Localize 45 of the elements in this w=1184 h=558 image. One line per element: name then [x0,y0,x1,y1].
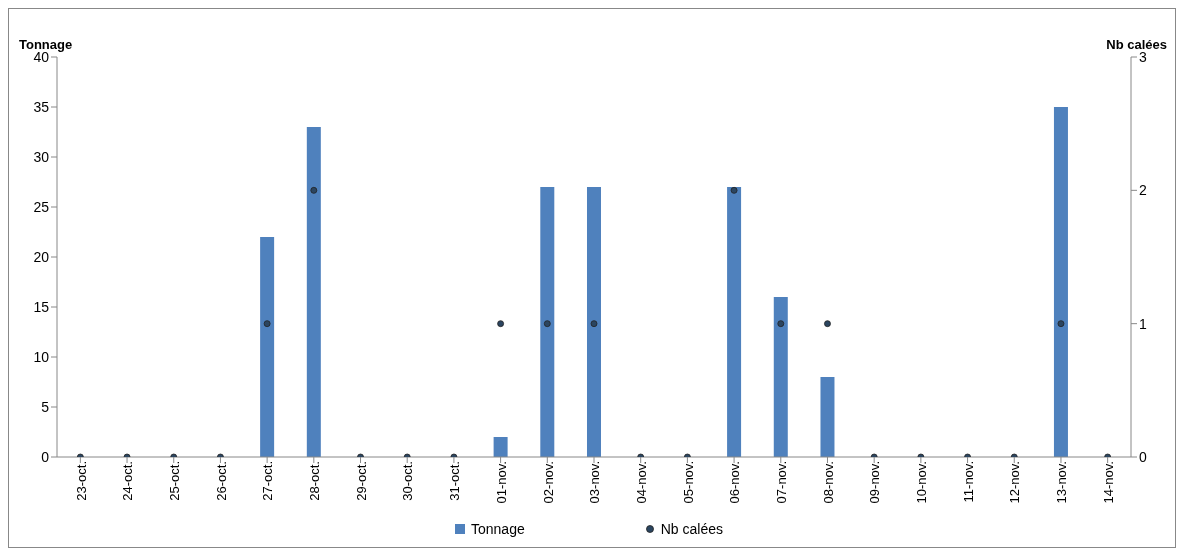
bar [587,187,601,457]
y-tick-label: 25 [33,198,50,215]
x-tick-label: 29-oct. [353,461,369,501]
x-tick-label: 02-nov. [540,461,556,504]
y-tick-label: 0 [41,448,50,465]
y2-tick-label: 0 [1139,448,1147,465]
bar [540,187,555,457]
x-tick-label: 12-nov. [1007,461,1023,504]
x-tick-label: 10-nov. [914,461,930,504]
legend-label: Tonnage [471,521,525,537]
x-tick-label: 07-nov. [774,461,790,504]
y-tick-label: 30 [33,148,50,165]
x-tick-label: 23-oct. [73,461,89,501]
x-tick-label: 24-oct. [120,461,136,501]
bar [493,437,508,457]
legend-label: Nb calées [660,521,723,537]
x-tick-label: 11-nov. [960,461,976,503]
x-tick-label: 06-nov. [727,461,743,504]
y-tick-label: 35 [33,98,50,115]
y2-tick-label: 2 [1139,182,1147,199]
x-tick-label: 04-nov. [633,461,649,504]
bar [773,297,788,457]
bar [727,187,742,457]
x-tick-label: 30-oct. [400,461,416,501]
y2-tick-label: 1 [1139,315,1147,332]
y-tick-label: 20 [33,248,50,265]
x-tick-label: 26-oct. [213,461,229,501]
x-tick-label: 31-oct. [447,461,463,501]
x-tick-label: 03-nov. [587,461,603,504]
y-tick-label: 5 [41,398,50,415]
y-tick-label: 10 [33,348,50,365]
x-tick-label: 13-nov. [1054,461,1070,504]
x-tick-label: 14-nov. [1100,461,1116,504]
bar [820,377,835,457]
x-tick-label: 08-nov. [820,461,836,504]
x-tick-label: 27-oct. [260,461,276,501]
x-tick-label: 05-nov. [680,461,696,504]
x-tick-label: 28-oct. [307,461,323,501]
x-tick-label: 09-nov. [867,461,883,504]
y-tick-label: 15 [33,298,50,315]
bar [260,237,275,457]
bar [306,127,321,457]
bar [1053,107,1068,457]
x-tick-label: 01-nov. [493,461,509,504]
x-tick-label: 25-oct. [166,461,182,501]
